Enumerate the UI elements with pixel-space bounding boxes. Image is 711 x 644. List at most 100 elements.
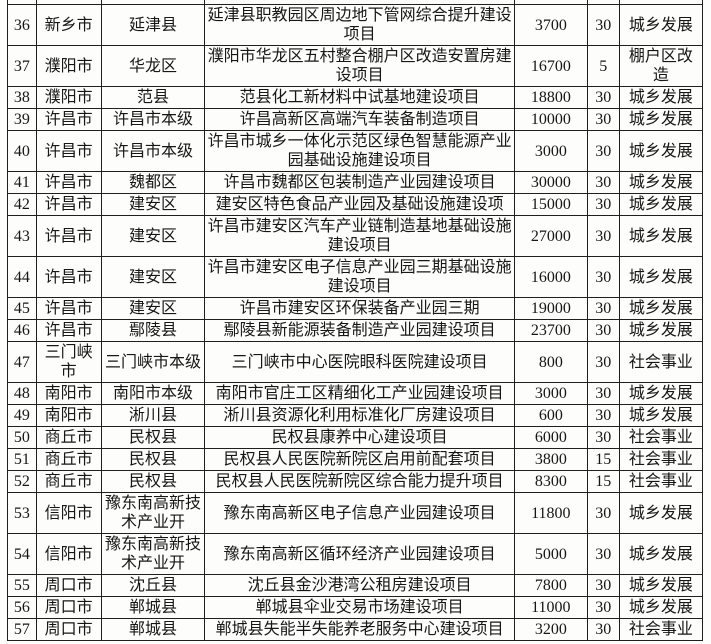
cell-ratio: 30 [586, 574, 620, 597]
table-row: 40 许昌市 许昌市本级 许昌市城乡一体化示范区绿色智慧能源产业园基础设施建设项… [7, 130, 704, 172]
cell-ratio: 30 [586, 171, 620, 194]
cell-category: 城乡发展 [618, 596, 704, 619]
table-row: 41 许昌市 魏都区 许昌市魏都区包装制造产业园建设项目 30000 30 城乡… [7, 171, 704, 194]
cell-county: 建安区 [100, 297, 206, 320]
cell-amount: 600 [513, 404, 588, 427]
cell-project-name: 南阳市官庄工区精细化工产业园建设项目 [204, 382, 515, 405]
cell-amount: 16000 [513, 256, 588, 298]
cell-ratio: 15 [586, 470, 620, 493]
cell-city: 许昌市 [35, 171, 102, 194]
cell-row-number: 37 [7, 45, 37, 87]
cell-category: 城乡发展 [618, 297, 704, 320]
cell-ratio: 30 [586, 492, 620, 534]
cell-category: 城乡发展 [618, 404, 704, 427]
cell-city: 濮阳市 [35, 86, 102, 109]
cell-row-number: 48 [7, 382, 37, 405]
cell-row-number: 51 [7, 448, 37, 471]
table-row: 42 许昌市 建安区 建安区特色食品产业园及基础设施建设项 15000 30 城… [7, 193, 704, 216]
cell-row-number: 40 [7, 130, 37, 172]
cell-project-name: 许昌市建安区汽车产业链制造基地基础设施建设项目 [204, 215, 515, 257]
cell-ratio: 30 [586, 341, 620, 383]
cell-amount: 11000 [513, 596, 588, 619]
cell-row-number: 41 [7, 171, 37, 194]
cell-category: 城乡发展 [618, 319, 704, 342]
cell-project-name: 民权县康养中心建设项目 [204, 426, 515, 449]
cell-amount: 5000 [513, 533, 588, 575]
cell-project-name: 沈丘县金沙港湾公租房建设项目 [204, 574, 515, 597]
cell-project-name: 三门峡市中心医院眼科医院建设项目 [204, 341, 515, 383]
table-row: 46 许昌市 鄢陵县 鄢陵县新能源装备制造产业园建设项目 23700 30 城乡… [7, 319, 704, 342]
cell-city: 三门峡市 [35, 341, 102, 383]
cell-category: 棚户区改造 [618, 45, 704, 87]
cell-county: 建安区 [100, 215, 206, 257]
cell-county: 豫东南高新技术产业开 [100, 492, 206, 534]
cell-county: 建安区 [100, 193, 206, 216]
cell-city: 许昌市 [35, 193, 102, 216]
cell-row-number: 54 [7, 533, 37, 575]
cell-category: 社会事业 [618, 426, 704, 449]
cell-city: 周口市 [35, 618, 102, 641]
cell-ratio: 5 [586, 45, 620, 87]
cell-county: 许昌市本级 [100, 108, 206, 131]
table-row: 45 许昌市 建安区 许昌市建安区环保装备产业园三期 19000 30 城乡发展 [7, 297, 704, 320]
cell-city: 许昌市 [35, 297, 102, 320]
cell-ratio: 30 [586, 319, 620, 342]
cell-ratio: 30 [586, 426, 620, 449]
cell-project-name: 郸城县伞业交易市场建设项目 [204, 596, 515, 619]
cell-amount: 23700 [513, 319, 588, 342]
cell-project-name: 豫东南高新区电子信息产业园建设项目 [204, 492, 515, 534]
cell-row-number: 45 [7, 297, 37, 320]
cell-county: 沈丘县 [100, 574, 206, 597]
cell-category: 城乡发展 [618, 215, 704, 257]
cell-county: 三门峡市本级 [100, 341, 206, 383]
cell-ratio: 15 [586, 448, 620, 471]
cell-city: 许昌市 [35, 130, 102, 172]
table-row: 53 信阳市 豫东南高新技术产业开 豫东南高新区电子信息产业园建设项目 1180… [7, 492, 704, 534]
cell-row-number: 38 [7, 86, 37, 109]
cell-row-number: 49 [7, 404, 37, 427]
table-row: 54 信阳市 豫东南高新技术产业开 豫东南高新区循环经济产业园建设项目 5000… [7, 533, 704, 575]
cell-city: 许昌市 [35, 215, 102, 257]
cell-project-name: 民权县人民医院新院区启用前配套项目 [204, 448, 515, 471]
table-body: 36 新乡市 延津县 延津县职教园区周边地下管网综合提升建设项目 3700 30… [7, 0, 704, 641]
cell-category: 城乡发展 [618, 382, 704, 405]
project-table: 36 新乡市 延津县 延津县职教园区周边地下管网综合提升建设项目 3700 30… [7, 0, 704, 641]
cell-ratio: 30 [586, 108, 620, 131]
table-row: 52 商丘市 民权县 民权县人民医院新院区综合能力提升项目 8300 15 社会… [7, 470, 704, 493]
table-row: 56 周口市 郸城县 郸城县伞业交易市场建设项目 11000 30 城乡发展 [7, 596, 704, 619]
cell-ratio: 30 [586, 193, 620, 216]
cell-county: 郸城县 [100, 596, 206, 619]
cell-amount: 11800 [513, 492, 588, 534]
cell-city: 周口市 [35, 596, 102, 619]
cell-project-name: 许昌市建安区电子信息产业园三期基础设施建设项目 [204, 256, 515, 298]
cell-amount: 15000 [513, 193, 588, 216]
cell-row-number: 53 [7, 492, 37, 534]
cell-amount: 6000 [513, 426, 588, 449]
cell-project-name: 建安区特色食品产业园及基础设施建设项 [204, 193, 515, 216]
cell-row-number: 56 [7, 596, 37, 619]
cell-category: 城乡发展 [618, 256, 704, 298]
cell-ratio: 30 [586, 215, 620, 257]
cell-amount: 3000 [513, 130, 588, 172]
cell-category: 社会事业 [618, 470, 704, 493]
cell-city: 许昌市 [35, 319, 102, 342]
cell-ratio: 30 [586, 618, 620, 641]
cell-project-name: 许昌市魏都区包装制造产业园建设项目 [204, 171, 515, 194]
cell-ratio: 30 [586, 382, 620, 405]
cell-row-number: 50 [7, 426, 37, 449]
cell-city: 新乡市 [35, 4, 102, 46]
table-row: 43 许昌市 建安区 许昌市建安区汽车产业链制造基地基础设施建设项目 27000… [7, 215, 704, 257]
cell-category: 城乡发展 [618, 193, 704, 216]
cell-county: 南阳市本级 [100, 382, 206, 405]
cell-row-number: 55 [7, 574, 37, 597]
table-row: 50 商丘市 民权县 民权县康养中心建设项目 6000 30 社会事业 [7, 426, 704, 449]
cell-amount: 800 [513, 341, 588, 383]
cell-row-number: 36 [7, 4, 37, 46]
cell-amount: 27000 [513, 215, 588, 257]
cell-project-name: 延津县职教园区周边地下管网综合提升建设项目 [204, 4, 515, 46]
cell-project-name: 郸城县失能半失能养老服务中心建设项目 [204, 618, 515, 641]
cell-county: 民权县 [100, 448, 206, 471]
cell-city: 濮阳市 [35, 45, 102, 87]
cell-amount: 19000 [513, 297, 588, 320]
cell-ratio: 30 [586, 533, 620, 575]
